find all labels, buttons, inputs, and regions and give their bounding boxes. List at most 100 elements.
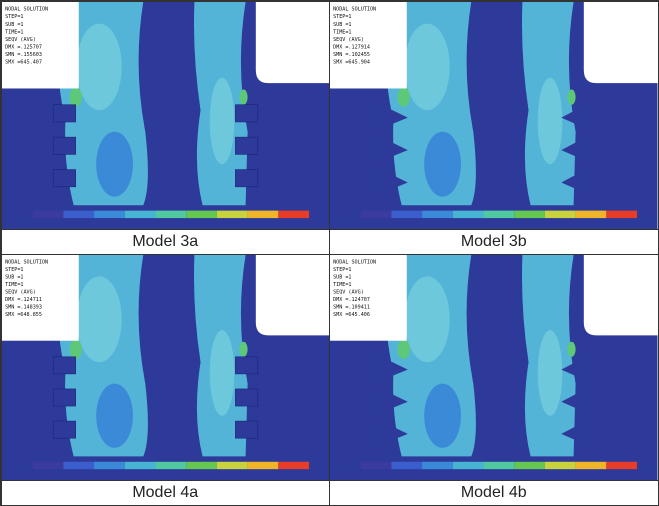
colorbar-segment [514,461,545,469]
thread [235,356,258,373]
legend-text: STEP=1 [5,266,23,272]
colorbar-segment [422,210,453,218]
thread [53,137,76,154]
legend-text: DMX =.124711 [5,296,42,302]
colorbar-strip [2,218,330,229]
colorbar-segment [94,461,125,469]
legend-text: SMN =.155603 [5,51,42,57]
legend-text: STEP=1 [5,14,23,20]
legend-text: NODAL SOLUTION [5,259,48,265]
hot-spot [239,89,247,104]
cortical-top [255,2,329,83]
legend-text: TIME=1 [333,281,351,287]
caption: Model 4a [2,481,330,505]
caption: Model 4b [330,481,658,505]
legend-text: STEP=1 [333,14,351,20]
colorbar-segment [155,461,186,469]
colorbar-segment [278,210,309,218]
legend-text: SUB =1 [5,274,23,280]
legend-text: DMX =.127914 [333,44,370,50]
legend-text: SUB =1 [333,274,351,280]
legend-text: SEQV (AVG) [5,36,36,42]
legend-text: NODAL SOLUTION [333,259,376,265]
legend-text: SMX =648.855 [5,311,42,317]
thread [235,421,258,438]
colorbar-segment [606,461,637,469]
hot-spot [398,339,410,358]
colorbar-strip [330,218,658,229]
cortical-top [584,255,658,335]
colorbar-segment [606,210,637,218]
colorbar-segment [361,461,392,469]
legend-text: SUB =1 [5,21,23,27]
hot-spot [567,341,575,356]
colorbar-segment [391,210,422,218]
thread [53,388,76,405]
colorbar-segment [32,461,63,469]
cortical-top [584,2,658,83]
zone [209,77,234,163]
colorbar-segment [545,461,576,469]
thread [53,421,76,438]
colorbar-segment [391,461,422,469]
colorbar-segment [186,210,217,218]
legend-text: TIME=1 [5,281,23,287]
hot-spot [69,87,81,106]
colorbar-segment [247,461,278,469]
colorbar-segment [155,210,186,218]
zone [209,330,234,416]
zone [424,383,461,447]
hot-spot [567,89,575,104]
colorbar-segment [576,461,607,469]
thread [53,356,76,373]
colorbar-strip [330,469,658,480]
colorbar-segment [216,461,247,469]
legend-text: SUB =1 [333,21,351,27]
legend-text: SEQV (AVG) [333,36,364,42]
colorbar-segment [124,210,155,218]
zone [405,23,450,109]
stress-plot: NODAL SOLUTIONSTEP=1SUB =1TIME=1SEQV (AV… [330,255,658,481]
zone [405,276,450,362]
legend-text: SEQV (AVG) [5,289,36,295]
colorbar-segment [32,210,63,218]
colorbar-strip [2,469,330,480]
panel: NODAL SOLUTIONSTEP=1SUB =1TIME=1SEQV (AV… [329,1,659,255]
thread [53,169,76,186]
thread [235,388,258,405]
zone [538,77,563,163]
colorbar-segment [576,210,607,218]
colorbar-segment [63,210,94,218]
colorbar-segment [484,461,515,469]
colorbar-segment [186,461,217,469]
cortical-top [255,255,329,335]
zone [76,23,121,109]
legend-text: DMX =.124707 [333,296,370,302]
zone [424,131,461,196]
legend-text: TIME=1 [333,29,351,35]
thread [235,104,258,121]
colorbar-segment [278,461,309,469]
colorbar-segment [453,461,484,469]
legend-text: TIME=1 [5,29,23,35]
figure: NODAL SOLUTIONSTEP=1SUB =1TIME=1SEQV (AV… [0,0,659,506]
zone [538,330,563,416]
colorbar-segment [545,210,576,218]
colorbar-segment [484,210,515,218]
zone [96,131,133,196]
thread [235,137,258,154]
legend-text: SMN =.102455 [333,51,370,57]
colorbar-segment [453,210,484,218]
hot-spot [398,87,410,106]
thread [53,104,76,121]
colorbar-segment [63,461,94,469]
colorbar-segment [124,461,155,469]
legend-text: DMX =.125707 [5,44,42,50]
panel: NODAL SOLUTIONSTEP=1SUB =1TIME=1SEQV (AV… [1,1,331,255]
zone [76,276,121,362]
legend-text: SMX =645.407 [5,59,42,65]
colorbar-segment [361,210,392,218]
